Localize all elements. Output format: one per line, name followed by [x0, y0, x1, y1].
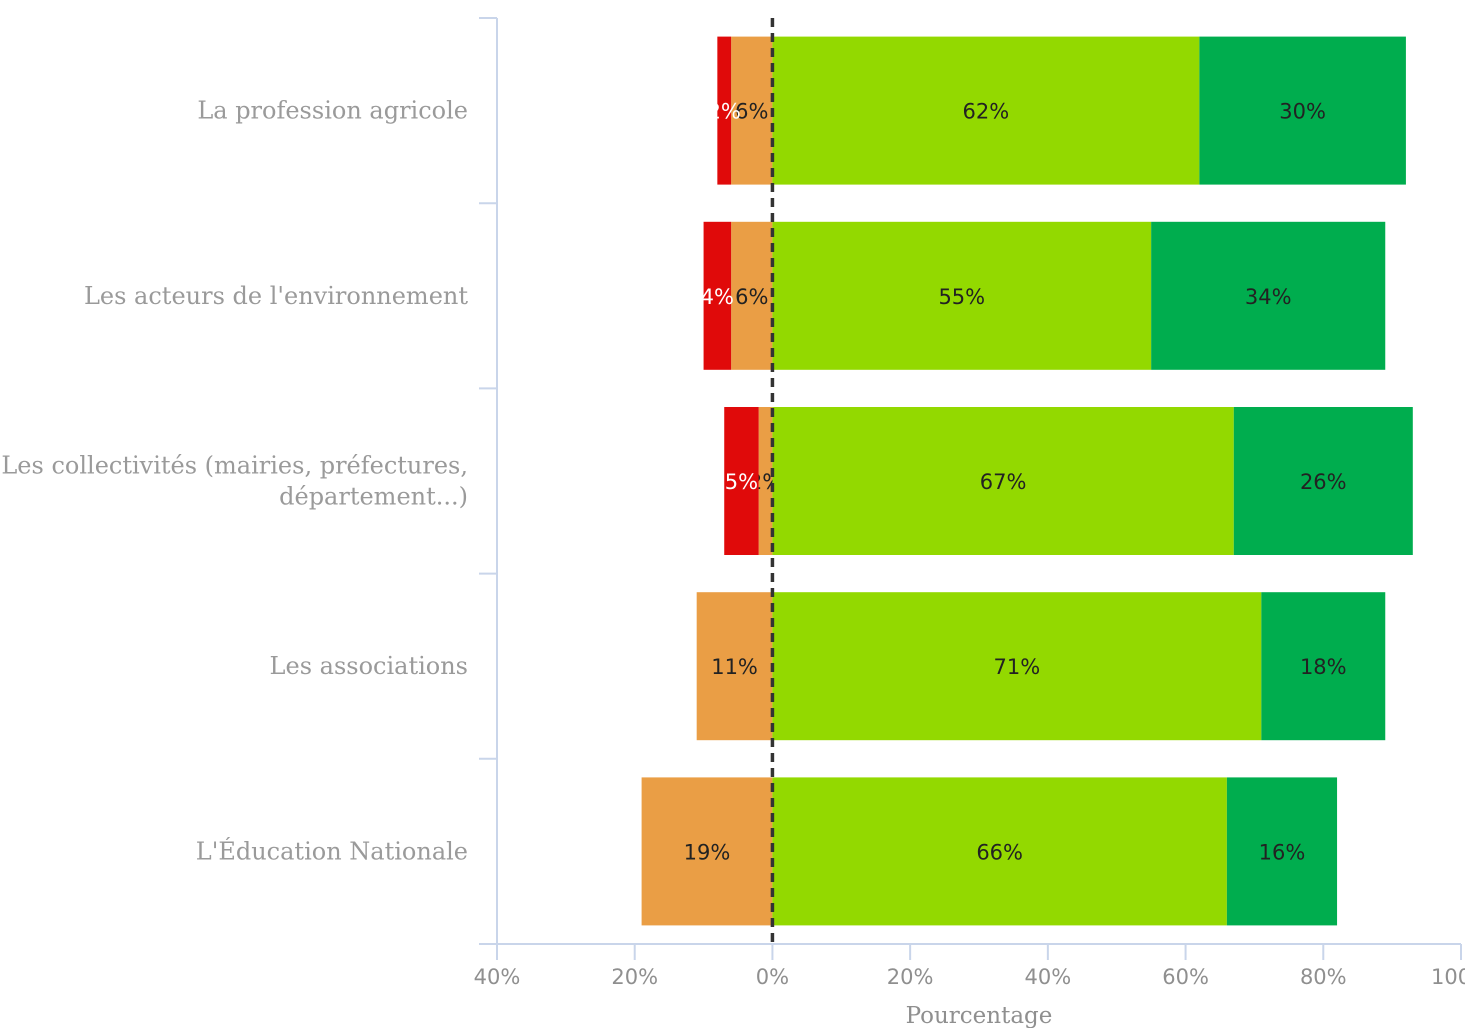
data-label: 55% [938, 285, 985, 309]
bar-segment [772, 36, 1200, 185]
data-label: 66% [976, 840, 1023, 864]
bar-segment [717, 36, 732, 185]
x-tick-label: 100% [1431, 965, 1465, 989]
data-label: 34% [1245, 285, 1292, 309]
category-label: La profession agricole [197, 97, 468, 125]
data-label: 62% [963, 100, 1010, 124]
bar-segment [758, 407, 773, 555]
x-tick-label: 20% [611, 965, 658, 989]
bar-segment [731, 36, 773, 185]
data-label: 71% [994, 655, 1041, 679]
data-label: 4% [701, 285, 734, 309]
bar-segment [1261, 592, 1386, 741]
bar-segment [703, 221, 732, 370]
bar-segment [772, 592, 1262, 741]
data-label: 26% [1300, 470, 1347, 494]
bar-segment [1226, 777, 1338, 926]
bar-segment [731, 221, 773, 370]
data-label: 6% [735, 100, 768, 124]
data-label: 67% [980, 470, 1027, 494]
bar-segment [1199, 36, 1406, 185]
x-tick-label: 0% [756, 965, 789, 989]
bar-segment [1233, 407, 1413, 555]
category-label: L'Éducation Nationale [196, 836, 468, 865]
category-label: Les associations [270, 652, 468, 680]
bar-segment [696, 592, 773, 741]
x-tick-label: 40% [474, 965, 521, 989]
bar-segment [772, 777, 1227, 926]
x-tick-label: 60% [1162, 965, 1209, 989]
data-label: 16% [1259, 840, 1306, 864]
data-label: 6% [735, 285, 768, 309]
x-tick-label: 40% [1025, 965, 1072, 989]
data-label: 2% [708, 100, 741, 124]
category-label: Les acteurs de l'environnement [84, 282, 468, 310]
bar-segment [1151, 221, 1386, 370]
data-label: 18% [1300, 655, 1347, 679]
data-label: 5% [725, 470, 758, 494]
x-tick-label: 80% [1300, 965, 1347, 989]
bar-segment [641, 777, 773, 926]
data-label: 30% [1279, 100, 1326, 124]
data-label: 19% [684, 840, 731, 864]
bar-segment [772, 407, 1234, 555]
bar-segment [724, 407, 759, 555]
category-label: Les collectivités (mairies, préfectures,… [1, 452, 468, 511]
bar-segment [772, 221, 1152, 370]
data-label: 11% [711, 655, 758, 679]
x-tick-label: 20% [887, 965, 934, 989]
x-axis-title: Pourcentage [906, 1003, 1053, 1028]
